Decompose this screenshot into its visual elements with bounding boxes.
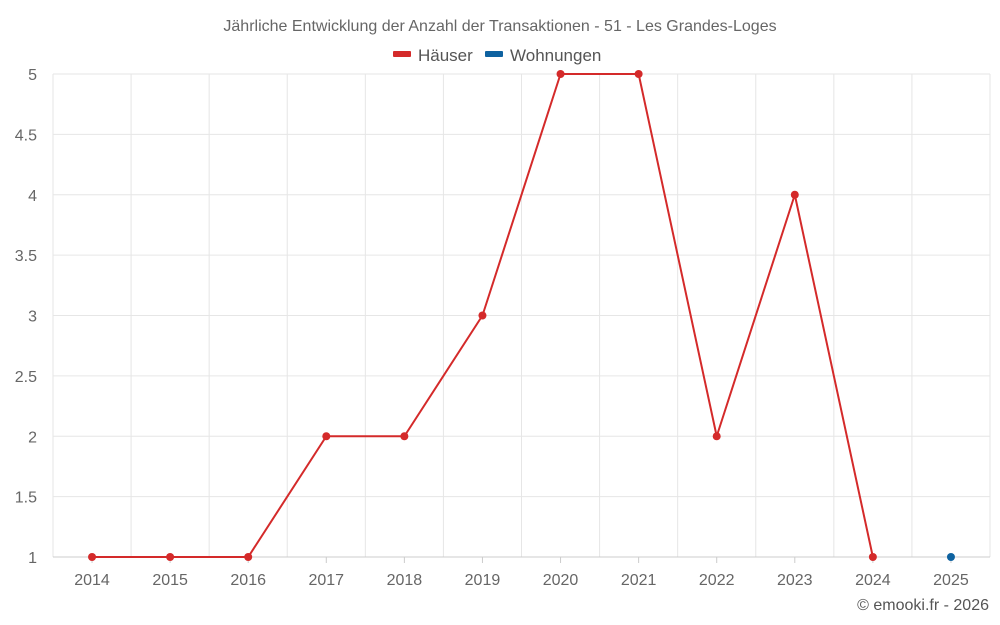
y-tick-label: 4 — [28, 188, 37, 205]
x-tick-label: 2023 — [777, 572, 813, 589]
data-point-haeuser-2017[interactable] — [322, 432, 331, 441]
legend-label-haeuser[interactable]: Häuser — [418, 46, 473, 65]
data-point-haeuser-2023[interactable] — [790, 190, 799, 199]
data-point-haeuser-2020[interactable] — [556, 70, 565, 78]
data-point-haeuser-2021[interactable] — [634, 70, 643, 78]
x-tick-label: 2015 — [152, 572, 188, 589]
x-tick-label: 2021 — [621, 572, 657, 589]
data-point-haeuser-2016[interactable] — [244, 553, 253, 561]
x-tick-label: 2014 — [74, 572, 110, 589]
x-tick-label: 2020 — [543, 572, 579, 589]
data-point-haeuser-2019[interactable] — [478, 311, 487, 320]
y-tick-label: 5 — [28, 67, 37, 84]
y-tick-label: 1.5 — [15, 490, 37, 507]
legend-swatch-haeuser — [393, 51, 411, 57]
x-tick-label: 2024 — [855, 572, 891, 589]
chart-title: Jährliche Entwicklung der Anzahl der Tra… — [223, 18, 776, 35]
y-tick-label: 3.5 — [15, 248, 37, 265]
legend-swatch-wohnungen — [485, 51, 503, 57]
data-point-haeuser-2022[interactable] — [712, 432, 721, 441]
y-tick-label: 4.5 — [15, 127, 37, 144]
data-point-haeuser-2018[interactable] — [400, 432, 409, 441]
credit-text: © emooki.fr - 2026 — [857, 597, 989, 614]
data-point-haeuser-2014[interactable] — [88, 553, 97, 561]
y-tick-label: 3 — [28, 309, 37, 326]
data-point-haeuser-2015[interactable] — [166, 553, 175, 561]
x-tick-label: 2017 — [308, 572, 344, 589]
x-tick-label: 2016 — [230, 572, 266, 589]
y-tick-label: 1 — [28, 550, 37, 567]
legend-label-wohnungen[interactable]: Wohnungen — [510, 46, 601, 65]
data-point-wohnungen-2025[interactable] — [946, 553, 955, 561]
x-tick-label: 2022 — [699, 572, 735, 589]
x-tick-label: 2019 — [465, 572, 501, 589]
x-tick-label: 2018 — [387, 572, 423, 589]
y-tick-label: 2.5 — [15, 369, 37, 386]
x-tick-label: 2025 — [933, 572, 969, 589]
data-point-haeuser-2024[interactable] — [868, 553, 877, 561]
axes: 1 1.5 2 2.5 3 3.5 4 4.5 5 2014 2015 2016 2017 2018 201… — [15, 67, 990, 589]
series — [88, 70, 955, 561]
y-tick-label: 2 — [28, 429, 37, 446]
grid — [52, 73, 991, 558]
legend: Häuser Wohnungen — [393, 46, 601, 65]
